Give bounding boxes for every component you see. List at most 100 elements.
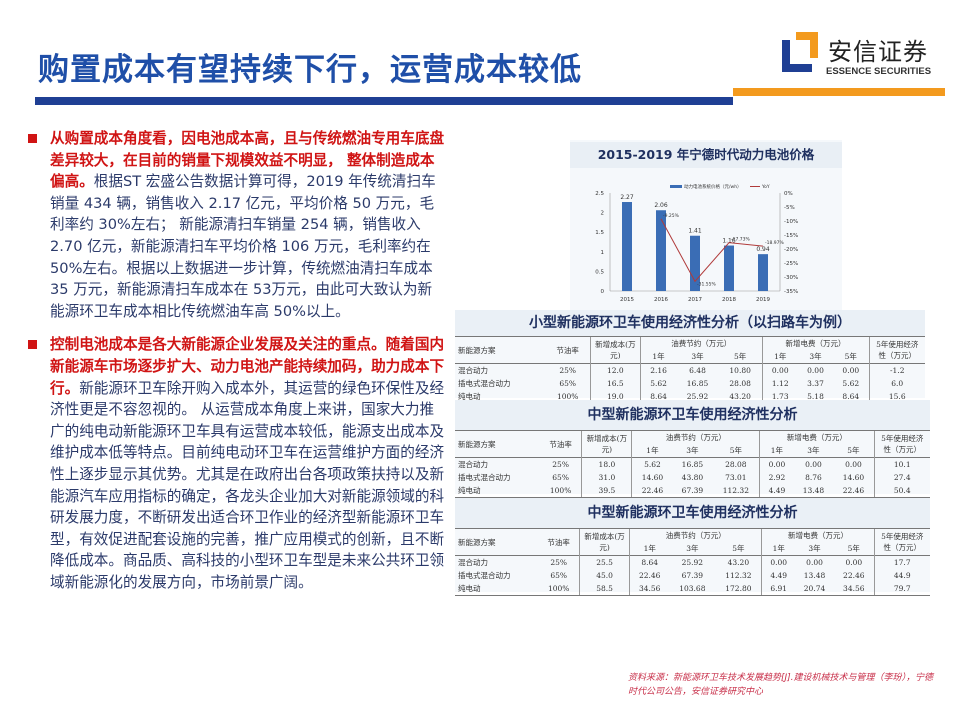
- source-note: 资料来源：新能源环卫车技术发展趋势[J].建设机械技术与管理（李玢），宁德时代公…: [628, 673, 934, 697]
- x-tick: 2015: [620, 297, 634, 303]
- battery-price-chart: 2015-2019 年宁德时代动力电池价格 0 0.5 1 1.5 2 2.5 0% -5% -…: [570, 140, 842, 310]
- table-grid: 新能源方案 节油率 新增成本(万元) 油费节约（万元） 新增电费（万元） 5年使用经济性（…: [455, 528, 930, 596]
- economics-table: 中型新能源环卫车使用经济性分析 新能源方案 节油率 新增成本(万元) 油费节约（万元）新…: [455, 498, 930, 596]
- table-cell: 8.76: [805, 473, 822, 482]
- table-cell: 112.32: [725, 571, 752, 580]
- col-subheader: 1年: [761, 542, 795, 556]
- logo-cn: 安信证券: [828, 38, 928, 66]
- y-right-tick: -35%: [784, 289, 798, 295]
- economics-table: 中型新能源环卫车使用经济性分析 新能源方案 节油率 新增成本(万元) 油费节约（万元）新…: [455, 400, 930, 498]
- table-cell: 8.64: [629, 555, 670, 569]
- y-right-tick: -15%: [784, 233, 798, 239]
- y-right-tick: -5%: [784, 205, 795, 211]
- col-header: 5年使用经济性（万元）: [873, 528, 930, 556]
- table-cell: 17.7: [873, 555, 930, 569]
- bar-label: 0.94: [756, 246, 770, 253]
- chart-plot: 0 0.5 1 1.5 2 2.5 0% -5% -10% -15% -20% -25% -30% -35…: [595, 183, 798, 303]
- bar-label: 1.16: [722, 238, 736, 245]
- x-tick: 2017: [688, 297, 702, 303]
- table-cell: 50.4: [873, 484, 930, 498]
- table-cell: 14.60: [631, 471, 673, 484]
- yoy-label: -31.55%: [697, 281, 717, 287]
- bar-2015: [622, 202, 632, 291]
- bar-label: 2.06: [654, 202, 668, 209]
- table-cell: 31.0: [581, 471, 632, 484]
- col-header: 新增电费（万元）: [761, 336, 869, 350]
- col-header: 新增电费（万元）: [761, 528, 874, 542]
- col-subheader: 1年: [629, 542, 670, 556]
- table-cell: 10.1: [873, 457, 930, 471]
- table-cell: 39.5: [581, 484, 632, 498]
- table-cell: 13.48: [793, 484, 834, 498]
- table-cell: 67.39: [681, 571, 704, 580]
- col-subheader: 5年: [732, 544, 745, 553]
- table-cell: 6.48: [676, 363, 719, 377]
- yoy-label: -9.25%: [663, 213, 680, 219]
- table-cell: 14.60: [842, 473, 865, 482]
- table-row: 插电式混合动力 65% 16.5 5.62 16.85 28.08 1.12 3.37 5.62…: [455, 377, 925, 390]
- table-cell: 65%: [550, 571, 567, 580]
- table-row: 纯电动 100% 58.5 34.56 103.68 172.80 6.91 20.74 34.…: [455, 582, 930, 596]
- table-cell: 25%: [539, 457, 582, 471]
- bar-2018: [724, 245, 734, 291]
- y-left-tick: 0: [601, 289, 605, 295]
- table-cell: 58.5: [579, 582, 630, 596]
- col-header: 新增成本(万元): [589, 336, 641, 364]
- table-cell: 3.37: [807, 379, 824, 388]
- table-cell: 插电式混合动力: [458, 473, 511, 482]
- col-subheader: 5年: [847, 446, 860, 455]
- company-logo: 安信证券 ESSENCE SECURITIES: [782, 28, 952, 84]
- paragraph-2: 控制电池成本是各大新能源企业发展及关注的重点。随着国内新能源车市场逐步扩大、动力…: [28, 334, 446, 593]
- table-cell: 67.39: [672, 484, 713, 498]
- table-cell: 10.80: [718, 363, 763, 377]
- title-underline-blue: [35, 97, 733, 105]
- title-underline-orange: [733, 88, 945, 96]
- col-subheader: 3年: [807, 446, 820, 455]
- table-cell: 65%: [559, 379, 577, 388]
- col-header: 新能源方案: [455, 430, 540, 458]
- table-cell: 混合动力: [455, 457, 540, 471]
- bar-2016: [656, 210, 666, 291]
- table-cell: 5.62: [842, 379, 860, 388]
- col-header: 节油率: [539, 430, 582, 458]
- table-cell: 27.4: [873, 471, 930, 484]
- col-header: 油费节约（万元）: [639, 336, 763, 350]
- x-tick: 2018: [722, 297, 736, 303]
- y-left-tick: 0.5: [595, 269, 604, 275]
- table-cell: 25%: [545, 363, 591, 377]
- table-cell: 0.00: [759, 457, 794, 471]
- chart-title: 2015-2019 年宁德时代动力电池价格: [570, 142, 842, 168]
- bullet-icon: [28, 340, 37, 350]
- table-cell: 112.32: [712, 484, 760, 498]
- table-cell: 0.00: [833, 363, 869, 377]
- table-cell: 0.00: [761, 363, 798, 377]
- table-cell: 12.0: [589, 363, 641, 377]
- table-cell: 插电式混合动力: [458, 379, 511, 388]
- table-cell: 65%: [552, 473, 569, 482]
- table-row: 插电式混合动力 65% 31.0 14.60 43.80 73.01 2.92 8.76 14.…: [455, 471, 930, 484]
- table-cell: 22.46: [631, 484, 673, 498]
- y-right-tick: -10%: [784, 219, 798, 225]
- table-row: 混合动力 25% 12.0 2.16 6.48 10.80 0.00 0.00 0.00 -1.2: [455, 363, 925, 377]
- table-cell: 22.46: [833, 484, 874, 498]
- table-cell: 79.7: [873, 582, 930, 596]
- highlight-text: 控制电池成本是各大新能源企业发展及关注的重点。随着国内新能源车市场逐步扩大、动力…: [50, 336, 445, 397]
- logo-en: ESSENCE SECURITIES: [826, 66, 932, 77]
- table-cell: 13.48: [803, 571, 826, 580]
- body-text-2: 新能源环卫车除开购入成本外，其运营的绿色环保性及经济性更是不容忽视的。 从运营成…: [50, 379, 445, 591]
- table-cell: 103.68: [669, 582, 716, 596]
- col-subheader: 5年: [734, 352, 747, 361]
- table-title: 小型新能源环卫车使用经济性分析（以扫路车为例）: [455, 310, 925, 336]
- yoy-label: -17.73%: [731, 237, 751, 243]
- table-cell: 5.62: [631, 457, 673, 471]
- bar-label: 2.27: [620, 194, 634, 201]
- col-header: 节油率: [538, 528, 580, 556]
- table-cell: 73.01: [725, 473, 747, 482]
- x-tick: 2016: [654, 297, 668, 303]
- col-subheader: 3年: [809, 352, 822, 361]
- table-cell: 0.00: [761, 555, 795, 569]
- col-header: 油费节约（万元）: [629, 528, 762, 542]
- table-cell: 2.16: [639, 363, 677, 377]
- table-row: 混合动力 25% 18.0 5.62 16.85 28.08 0.00 0.00 0.00 10.…: [455, 457, 930, 471]
- table-cell: 25%: [538, 555, 580, 569]
